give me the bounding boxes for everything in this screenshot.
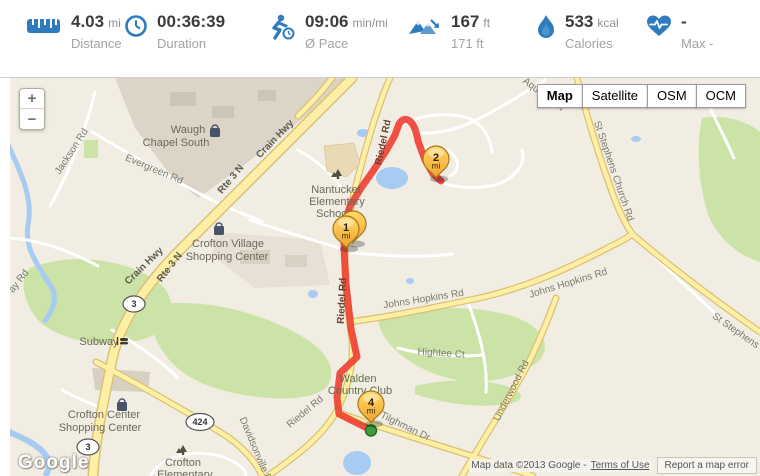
duration-value: 00:36:39: [157, 12, 226, 31]
heart-icon: [647, 15, 671, 36]
flame-icon: [538, 15, 554, 38]
elevation-loss-label: 171 ft: [451, 36, 484, 51]
svg-text:Crofton Center: Crofton Center: [68, 409, 140, 421]
pace-value: 09:06: [305, 12, 349, 31]
tree-icon: [331, 169, 342, 179]
calories-unit: kcal: [597, 16, 619, 30]
svg-text:3: 3: [85, 442, 90, 452]
svg-text:Shopping Center: Shopping Center: [186, 251, 269, 263]
svg-text:2: 2: [433, 152, 439, 164]
svg-text:mi: mi: [367, 407, 376, 416]
heartrate-value: -: [681, 12, 687, 31]
svg-text:Chapel South: Chapel South: [143, 137, 210, 149]
tree-icon: [176, 445, 187, 455]
calories-value: 533: [565, 12, 594, 31]
ruler-icon: [27, 19, 60, 33]
zoom-in-button[interactable]: +: [20, 89, 44, 109]
stats-bar: 4.03 mi Distance 00:36:39 Duration: [0, 0, 760, 78]
svg-text:Country Club: Country Club: [328, 385, 392, 397]
elevation-unit: ft: [483, 16, 491, 30]
map-attribution: Map data ©2013 Google - Terms of Use Rep…: [469, 457, 757, 474]
attribution-text: Map data ©2013 Google -: [471, 460, 587, 471]
mile-marker-2[interactable]: 2 mi: [422, 145, 450, 183]
park-areas: [23, 116, 760, 406]
svg-text:Subway: Subway: [79, 336, 119, 348]
runner-pace-icon: [272, 14, 295, 40]
svg-text:Shopping Center: Shopping Center: [59, 422, 142, 434]
pace-label: Ø Pace: [305, 36, 349, 51]
building-footprints: [323, 142, 361, 178]
stat-heartrate: - Max -: [646, 12, 714, 51]
svg-text:mi: mi: [342, 232, 351, 241]
svg-text:424: 424: [192, 417, 207, 427]
report-map-error-button[interactable]: Report a map error: [656, 457, 757, 474]
map-graphics: Jackson Rd Evergreen Rd Crain Hwy Rte 3 …: [10, 78, 760, 476]
mile-marker-4[interactable]: 4 mi: [357, 390, 385, 428]
route-start-dot[interactable]: [364, 424, 378, 437]
elevation-value: 167: [451, 12, 480, 31]
urban-areas: [92, 78, 348, 392]
map-zoom-control: + −: [19, 88, 45, 130]
distance-label: Distance: [71, 36, 122, 51]
mile-marker-1[interactable]: 1 mi: [332, 215, 360, 253]
clock-icon: [125, 15, 147, 37]
stat-pace: 09:06 min/mi Ø Pace: [264, 12, 388, 51]
svg-text:mi: mi: [432, 162, 441, 171]
svg-text:4: 4: [368, 397, 375, 409]
restaurant-icon: [116, 337, 128, 345]
svg-text:3: 3: [131, 299, 136, 309]
duration-label: Duration: [157, 36, 207, 51]
pace-unit: min/mi: [352, 16, 388, 30]
stat-duration: 00:36:39 Duration: [124, 12, 229, 51]
terms-of-use-link[interactable]: Terms of Use: [590, 460, 650, 471]
shopping-bag-icon: [214, 222, 224, 235]
map-layer-buttons: Map Satellite OSM OCM: [536, 84, 746, 108]
water-features: [10, 129, 641, 476]
distance-value: 4.03: [71, 12, 105, 31]
zoom-out-button[interactable]: −: [27, 110, 37, 128]
heartrate-max-label: Max -: [681, 36, 714, 51]
shopping-bag-icon: [210, 124, 220, 137]
map-canvas[interactable]: Jackson Rd Evergreen Rd Crain Hwy Rte 3 …: [10, 78, 760, 476]
layer-button-ocm[interactable]: OCM: [695, 84, 746, 108]
stat-elevation: 167 ft 171 ft: [408, 12, 490, 51]
stat-distance: 4.03 mi Distance: [26, 12, 122, 51]
svg-text:Nantucket: Nantucket: [311, 184, 361, 196]
svg-text:Crofton Village: Crofton Village: [192, 238, 264, 250]
svg-text:Waugh: Waugh: [171, 124, 205, 136]
google-logo[interactable]: Google: [18, 452, 90, 473]
route-polyline: [333, 115, 445, 434]
distance-unit: mi: [108, 16, 121, 30]
poi-labels: Waugh Chapel South Crofton Village Shopp…: [59, 124, 392, 476]
svg-text:Elementary: Elementary: [309, 196, 365, 208]
svg-text:Crofton: Crofton: [165, 457, 201, 469]
layer-button-satellite[interactable]: Satellite: [581, 84, 649, 108]
stat-calories: 533 kcal Calories: [536, 12, 619, 51]
svg-text:1: 1: [343, 222, 349, 234]
route-shields: 3 424 3: [76, 295, 215, 456]
calories-label: Calories: [565, 36, 613, 51]
svg-text:Hightee Ct: Hightee Ct: [417, 346, 465, 360]
layer-button-osm[interactable]: OSM: [647, 84, 697, 108]
svg-text:Elementary: Elementary: [157, 469, 213, 476]
shopping-bag-icon: [117, 398, 127, 411]
mountains-icon: [409, 19, 439, 34]
svg-text:Walden: Walden: [340, 373, 377, 385]
layer-button-map[interactable]: Map: [536, 84, 583, 108]
svg-text:Riedel Rd: Riedel Rd: [336, 278, 349, 325]
